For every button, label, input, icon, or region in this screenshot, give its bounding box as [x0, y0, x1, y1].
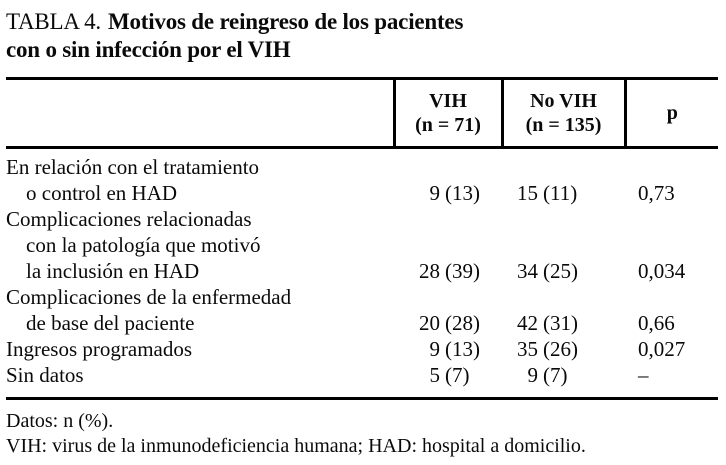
value-n: 9 [429, 337, 441, 361]
table-title-line1: TABLA 4. Motivos de reingreso de los paci… [6, 8, 719, 36]
cell-no-vih: 42 (31) [502, 284, 625, 336]
cell-vih: 9 (13) [394, 148, 502, 207]
cell-p: – [638, 363, 649, 387]
value-n: 42 [517, 311, 538, 335]
value-pct: (31) [543, 311, 578, 335]
row-label: Complicaciones relacionadas con la patol… [6, 207, 261, 283]
column-header-vih: VIH (n = 71) [392, 78, 502, 148]
value-n: 28 [419, 259, 440, 283]
table-number-label: TABLA 4. [6, 9, 101, 34]
cell-no-vih: 34 (25) [502, 206, 625, 284]
value-pct: (13) [445, 181, 480, 205]
value-pct: (26) [543, 337, 578, 361]
cell-vih: 5 (7) [394, 362, 502, 399]
table-row: Complicaciones relacionadas con la patol… [6, 206, 718, 284]
column-header-no-vih: No VIH (n = 135) [500, 78, 625, 148]
value-pct: (7) [543, 363, 568, 387]
value-pct: (13) [445, 337, 480, 361]
column-header-no-vih-name: No VIH [530, 90, 597, 112]
row-label: Sin datos [6, 363, 84, 387]
cell-p: 0,66 [638, 311, 675, 335]
table-title: TABLA 4. Motivos de reingreso de los paci… [6, 8, 719, 64]
cell-p: 0,034 [638, 259, 686, 283]
cell-vih: 9 (13) [394, 336, 502, 362]
table-footnotes: Datos: n (%). VIH: virus de la inmunodef… [6, 409, 719, 459]
value-pct: (7) [445, 363, 470, 387]
value-n: 5 [429, 363, 441, 387]
value-n: 15 [517, 181, 538, 205]
cell-no-vih: 15 (11) [502, 148, 625, 207]
column-header-p: p [623, 78, 718, 148]
table-row: Complicaciones de la enfermedad de base … [6, 284, 718, 336]
column-header-no-vih-n: (n = 135) [525, 114, 602, 136]
table-row: Sin datos 5 (7) 9 (7) – [6, 362, 718, 399]
table-row: Ingresos programados 9 (13) 35 (26) 0,027 [6, 336, 718, 362]
value-pct: (25) [543, 259, 578, 283]
value-n: 35 [517, 337, 538, 361]
table-title-text: Motivos de reingreso de los pacientes [107, 9, 464, 34]
column-header-vih-name: VIH [429, 90, 467, 112]
footnote-abbreviations: VIH: virus de la inmunodeficiencia human… [6, 435, 586, 457]
column-header-vih-n: (n = 71) [415, 114, 481, 136]
table-row: En relación con el tratamiento o control… [6, 148, 718, 207]
table-title-line2: con o sin infección por el VIH [6, 37, 291, 62]
header-row: VIH (n = 71) No VIH (n = 135) p [6, 78, 718, 148]
value-n: 34 [517, 259, 538, 283]
row-label: Ingresos programados [6, 337, 193, 361]
value-pct: (39) [445, 259, 480, 283]
cell-no-vih: 9 (7) [502, 362, 625, 399]
cell-vih: 28 (39) [394, 206, 502, 284]
value-n: 20 [419, 311, 440, 335]
value-pct: (28) [445, 311, 480, 335]
value-n: 9 [527, 363, 539, 387]
data-table: VIH (n = 71) No VIH (n = 135) p En relac… [6, 77, 718, 400]
row-label: En relación con el tratamiento o control… [6, 155, 260, 205]
row-label: Complicaciones de la enfermedad de base … [6, 285, 292, 335]
cell-p: 0,73 [638, 181, 675, 205]
footnote-data-format: Datos: n (%). [6, 410, 114, 432]
column-header-empty [6, 79, 394, 148]
cell-vih: 20 (28) [394, 284, 502, 336]
cell-p: 0,027 [638, 337, 686, 361]
cell-no-vih: 35 (26) [502, 336, 625, 362]
value-pct: (11) [543, 181, 578, 205]
value-n: 9 [429, 181, 441, 205]
